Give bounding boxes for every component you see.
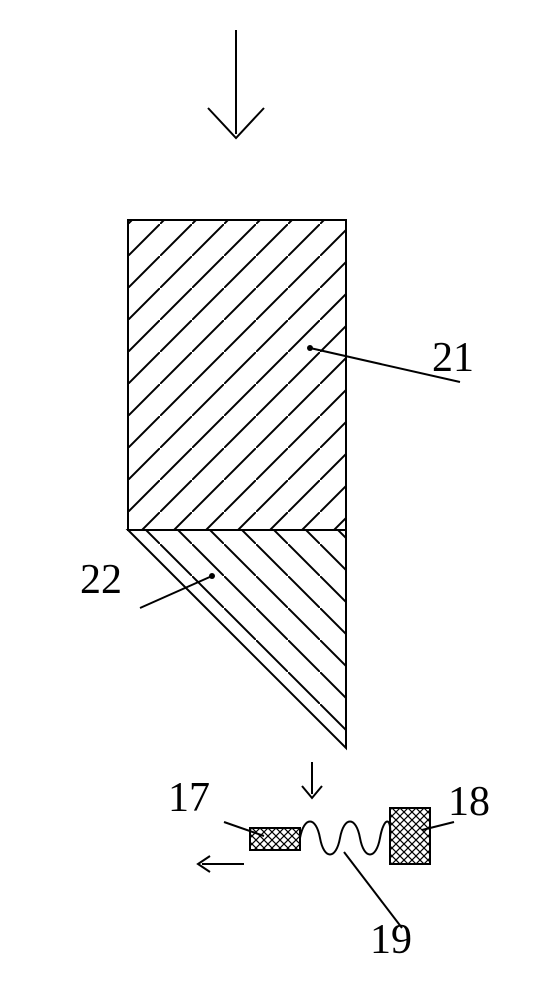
arrow-down-small-icon bbox=[302, 762, 322, 798]
label-19: 19 bbox=[370, 916, 412, 964]
label-17: 17 bbox=[168, 774, 210, 822]
diagram-canvas bbox=[0, 0, 538, 1000]
label-22: 22 bbox=[80, 556, 122, 604]
part-18 bbox=[390, 808, 430, 864]
label-18: 18 bbox=[448, 778, 490, 826]
part-19-spring bbox=[300, 822, 390, 855]
part-17 bbox=[250, 828, 300, 850]
block-21 bbox=[128, 220, 346, 530]
arrow-left-icon bbox=[198, 856, 244, 872]
label-21: 21 bbox=[432, 334, 474, 382]
arrow-down-icon bbox=[208, 30, 264, 138]
block-22 bbox=[128, 530, 346, 748]
